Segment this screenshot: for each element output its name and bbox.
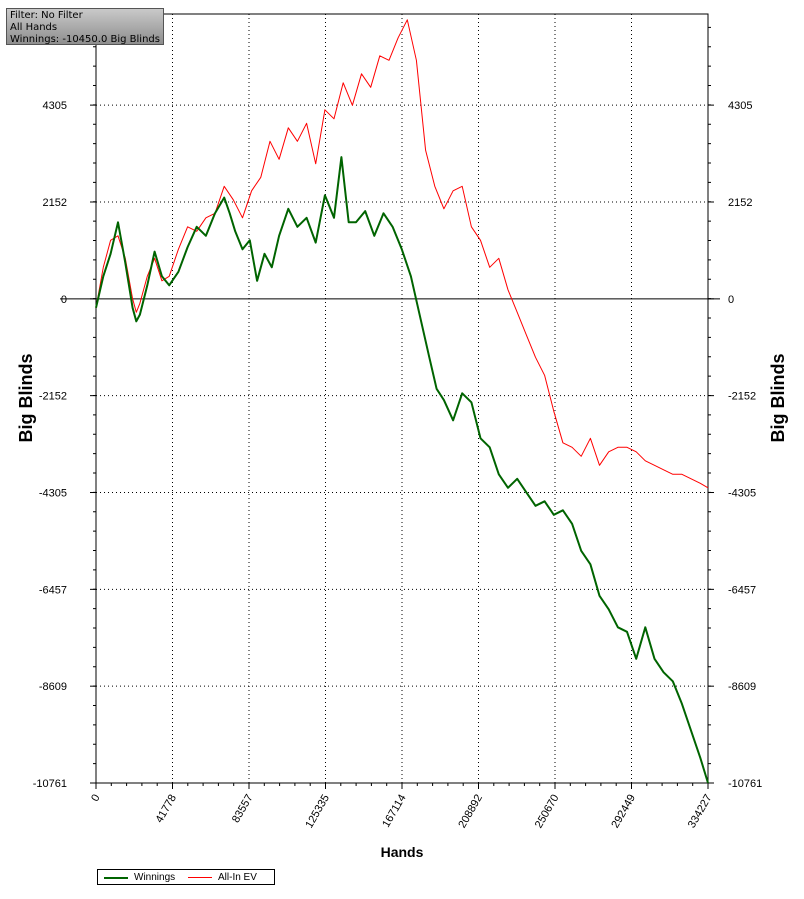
y-tick-label-left: -4305 bbox=[39, 488, 67, 500]
y-tick-label-left: -10761 bbox=[33, 778, 67, 790]
y-tick-label-left: 2152 bbox=[43, 197, 67, 209]
y-tick-label-right: -8609 bbox=[728, 681, 756, 693]
x-tick-label: 208892 bbox=[456, 793, 485, 831]
y-axis-title-left: Big Blinds bbox=[16, 354, 36, 443]
y-tick-label-left: -2152 bbox=[39, 391, 67, 403]
y-tick-label-right: -4305 bbox=[728, 488, 756, 500]
series-line-allin-ev bbox=[95, 19, 709, 489]
legend-item-winnings: Winnings bbox=[104, 871, 175, 884]
y-tick-label-right: 0 bbox=[728, 294, 734, 306]
y-tick-label-right: 4305 bbox=[728, 100, 752, 112]
x-tick-label: 167114 bbox=[380, 793, 408, 830]
y-tick-label-right: -10761 bbox=[728, 778, 762, 790]
series-layer bbox=[95, 19, 709, 784]
legend-label-winnings: Winnings bbox=[134, 872, 176, 883]
x-axis-title: Hands bbox=[381, 844, 424, 860]
y-tick-label-left: -8609 bbox=[39, 681, 67, 693]
y-tick-label-left: 0 bbox=[61, 294, 67, 306]
legend-label-allin-ev: All-In EV bbox=[218, 872, 257, 883]
legend-item-allin-ev: All-In EV bbox=[188, 871, 257, 884]
y-tick-label-right: -2152 bbox=[728, 391, 756, 403]
x-tick-label: 292449 bbox=[609, 793, 638, 831]
y-tick-label-right: 2152 bbox=[728, 197, 752, 209]
y-tick-label-left: -6457 bbox=[39, 584, 67, 596]
legend: Winnings All-In EV bbox=[97, 869, 275, 885]
y-tick-label-left: 4305 bbox=[43, 100, 67, 112]
x-tick-label: 125335 bbox=[303, 793, 332, 831]
x-tick-label: 83557 bbox=[230, 793, 256, 825]
winnings-summary: Winnings: -10450.0 Big Blinds bbox=[10, 34, 160, 45]
legend-swatch-winnings bbox=[104, 876, 128, 879]
x-tick-label: 334227 bbox=[686, 793, 715, 831]
x-tick-label: 41778 bbox=[153, 793, 179, 825]
series-line-winnings bbox=[95, 156, 709, 784]
y-axis-title-right: Big Blinds bbox=[768, 354, 788, 443]
filter-info-box: Filter: No Filter All Hands Winnings: -1… bbox=[6, 8, 164, 45]
filter-label: Filter: No Filter bbox=[10, 10, 83, 21]
grid-lines bbox=[95, 14, 709, 784]
legend-swatch-allin-ev bbox=[188, 877, 212, 878]
hands-label: All Hands bbox=[10, 22, 58, 33]
x-tick-label: 0 bbox=[89, 793, 102, 804]
axis-ticks: 0 41778 83557 125335 167114 208892 250670 29244… bbox=[33, 26, 762, 831]
y-tick-label-right: -6457 bbox=[728, 584, 756, 596]
x-tick-label: 250670 bbox=[533, 793, 562, 831]
